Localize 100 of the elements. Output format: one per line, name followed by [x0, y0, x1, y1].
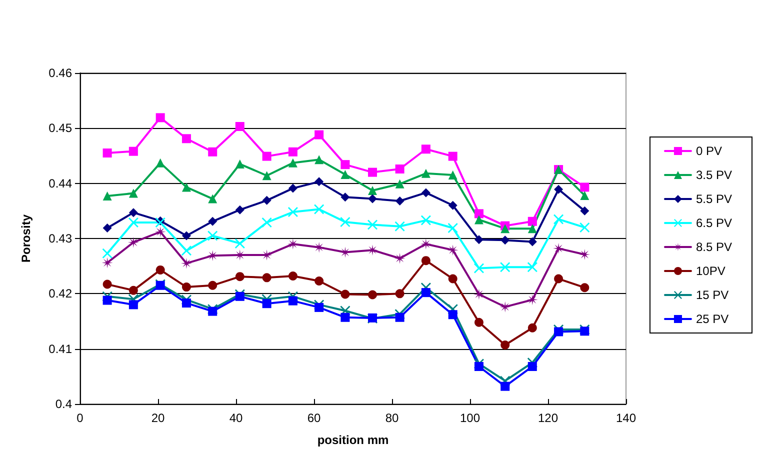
point	[288, 158, 298, 168]
point	[420, 238, 432, 250]
point	[180, 258, 192, 269]
point	[395, 164, 404, 174]
point	[314, 130, 324, 140]
point	[102, 192, 112, 201]
point	[288, 272, 298, 281]
point	[554, 214, 564, 224]
point	[235, 272, 244, 282]
point	[128, 208, 138, 218]
legend-label: 6.5 PV	[696, 216, 732, 230]
point	[474, 263, 484, 274]
point	[102, 148, 112, 158]
x-tick-label: 100	[460, 411, 480, 425]
point	[528, 216, 537, 226]
point	[182, 182, 191, 192]
point	[154, 226, 166, 238]
point	[421, 144, 430, 154]
point	[182, 282, 191, 292]
point	[448, 170, 458, 180]
point	[448, 200, 458, 210]
point	[314, 302, 324, 312]
point	[447, 244, 458, 256]
point	[235, 122, 244, 132]
x-tick-label: 140	[616, 411, 636, 425]
point	[579, 249, 590, 260]
point	[500, 382, 510, 391]
point	[208, 230, 218, 241]
point	[314, 204, 324, 214]
legend-label: 15 PV	[696, 288, 729, 302]
point	[340, 216, 350, 227]
point	[500, 224, 510, 234]
point	[156, 158, 165, 168]
point	[102, 280, 112, 289]
point	[528, 323, 537, 332]
point	[208, 280, 218, 290]
point	[128, 286, 138, 295]
x-tick-label: 0	[76, 411, 84, 425]
x-tick-label: 120	[538, 411, 558, 425]
point	[368, 168, 377, 177]
point	[395, 312, 404, 322]
y-tick-label: 0.41	[48, 342, 72, 356]
y-tick-label: 0.4	[55, 397, 72, 411]
point	[528, 224, 537, 234]
point	[102, 296, 112, 305]
point	[368, 290, 377, 300]
x-tick-label: 40	[229, 411, 243, 425]
point	[208, 147, 218, 156]
point	[314, 155, 324, 164]
point	[181, 246, 192, 256]
point	[420, 215, 431, 226]
x-tick-label: 80	[385, 411, 399, 425]
point	[340, 312, 350, 322]
point	[448, 310, 458, 320]
point	[500, 301, 511, 312]
point	[314, 276, 324, 286]
x-tick-label: 60	[307, 411, 321, 425]
point	[156, 265, 165, 274]
point	[500, 262, 510, 272]
point	[340, 160, 350, 170]
point	[474, 318, 484, 327]
point	[182, 231, 191, 240]
point	[102, 257, 113, 268]
point	[128, 300, 138, 310]
point	[448, 274, 458, 284]
legend-label: 25 PV	[696, 312, 729, 326]
y-axis-title: Porosity	[19, 214, 33, 263]
point	[262, 273, 272, 282]
point	[474, 215, 484, 224]
point	[554, 327, 564, 336]
point	[182, 298, 191, 308]
point	[235, 292, 244, 301]
point	[262, 218, 272, 228]
y-tick-label: 0.43	[48, 232, 72, 246]
point	[394, 252, 406, 264]
point	[156, 113, 165, 122]
point	[262, 152, 272, 161]
point	[500, 340, 510, 350]
point	[528, 237, 537, 246]
point	[526, 294, 538, 306]
point	[500, 236, 510, 245]
legend-label: 5.5 PV	[696, 192, 732, 206]
point	[553, 242, 564, 254]
point	[474, 235, 484, 244]
point	[235, 160, 244, 169]
point	[395, 289, 404, 298]
point	[395, 196, 404, 206]
point	[421, 188, 430, 198]
legend-label: 10PV	[696, 264, 726, 278]
point	[580, 190, 590, 200]
point	[368, 186, 377, 196]
point	[554, 184, 564, 194]
legend-label: 8.5 PV	[696, 240, 732, 254]
y-tick-label: 0.42	[48, 286, 72, 301]
point	[208, 194, 218, 204]
point	[528, 362, 537, 371]
point	[474, 209, 484, 218]
point	[368, 220, 378, 230]
point	[421, 256, 430, 266]
point	[473, 288, 484, 300]
